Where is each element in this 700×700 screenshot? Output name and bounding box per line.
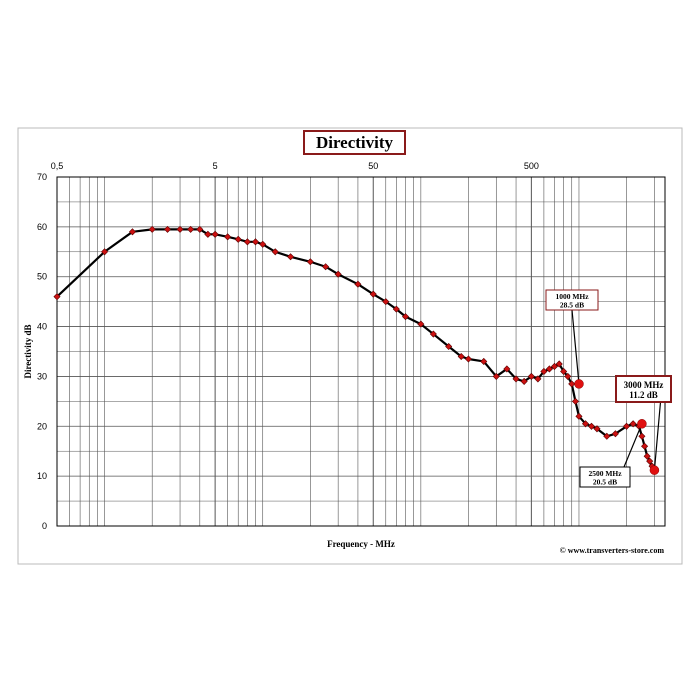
annotation-label-frequency: 2500 MHz bbox=[588, 469, 622, 478]
data-point bbox=[101, 248, 109, 256]
data-point bbox=[480, 357, 488, 366]
data-point bbox=[545, 365, 553, 373]
data-point bbox=[251, 238, 260, 246]
data-point bbox=[593, 425, 601, 433]
grid bbox=[56, 176, 665, 527]
data-point bbox=[429, 330, 437, 338]
y-tick-label: 60 bbox=[37, 222, 47, 232]
data-point bbox=[646, 457, 654, 465]
plot-border bbox=[56, 176, 666, 527]
chart-frame bbox=[17, 127, 683, 565]
x-axis-label: Frequency - MHz bbox=[327, 539, 395, 549]
data-point bbox=[382, 298, 390, 306]
data-point bbox=[234, 235, 242, 243]
data-point bbox=[555, 360, 563, 368]
data-point bbox=[581, 420, 590, 428]
annotation-leader bbox=[653, 401, 662, 471]
data-point bbox=[417, 320, 425, 328]
data-point bbox=[369, 290, 377, 298]
annotation-leader bbox=[571, 309, 580, 384]
data-point bbox=[287, 253, 295, 261]
data-point bbox=[603, 432, 611, 440]
data-point bbox=[148, 225, 156, 233]
annotation-box bbox=[579, 466, 631, 488]
data-point bbox=[520, 377, 528, 385]
data-point bbox=[176, 225, 184, 233]
data-point bbox=[163, 225, 172, 233]
data-point bbox=[224, 233, 232, 241]
data-point bbox=[564, 372, 572, 380]
directivity-line bbox=[56, 228, 656, 471]
data-point bbox=[128, 228, 136, 236]
annotation-label-frequency: 3000 MHz bbox=[624, 380, 664, 390]
data-point bbox=[445, 342, 453, 351]
data-point bbox=[271, 248, 279, 256]
credit-text: © www.transverters-store.com bbox=[560, 546, 665, 555]
data-point bbox=[643, 452, 651, 460]
annotation-label-value: 20.5 dB bbox=[593, 478, 617, 487]
x-tick-label: 0,5 bbox=[51, 161, 64, 171]
annotation-label-value: 28.5 dB bbox=[560, 301, 584, 310]
y-tick-label: 30 bbox=[37, 371, 47, 381]
x-tick-label: 50 bbox=[368, 161, 378, 171]
data-point bbox=[492, 372, 500, 380]
y-tick-label: 20 bbox=[37, 421, 47, 431]
data-point bbox=[306, 258, 314, 266]
annotation-label-value: 11.2 dB bbox=[629, 390, 658, 400]
data-point bbox=[401, 313, 410, 321]
data-point bbox=[211, 230, 219, 238]
data-point bbox=[638, 432, 646, 440]
y-tick-label: 50 bbox=[37, 272, 47, 282]
data-point bbox=[512, 375, 520, 383]
data-point bbox=[550, 362, 559, 370]
y-tick-label: 40 bbox=[37, 322, 47, 332]
data-point bbox=[503, 365, 511, 373]
annotation-leader bbox=[623, 423, 643, 468]
data-point bbox=[334, 270, 342, 278]
data-point bbox=[571, 397, 579, 405]
data-point bbox=[534, 375, 542, 383]
data-point bbox=[187, 225, 195, 233]
data-point bbox=[322, 263, 330, 271]
annotation-label-frequency: 1000 MHz bbox=[555, 292, 589, 301]
data-point bbox=[629, 420, 637, 428]
y-tick-label: 0 bbox=[42, 521, 47, 531]
y-axis-label: Directivity dB bbox=[23, 324, 33, 378]
data-point bbox=[623, 422, 631, 430]
y-tick-label: 10 bbox=[37, 471, 47, 481]
annotation-point bbox=[637, 419, 647, 429]
annotation-point bbox=[574, 379, 584, 389]
x-tick-label: 500 bbox=[524, 161, 539, 171]
chart-title: Directivity bbox=[303, 130, 406, 155]
data-point bbox=[568, 380, 576, 388]
data-point bbox=[196, 225, 204, 233]
y-tick-label: 70 bbox=[37, 172, 47, 182]
data-point bbox=[457, 352, 465, 361]
data-point bbox=[587, 422, 596, 430]
data-point bbox=[641, 442, 649, 450]
data-point bbox=[464, 355, 472, 363]
data-point bbox=[560, 367, 568, 375]
data-point bbox=[354, 280, 362, 288]
data-point bbox=[204, 230, 212, 238]
annotation-box bbox=[615, 375, 672, 403]
data-point bbox=[527, 372, 535, 380]
data-point bbox=[611, 430, 619, 438]
annotation-point bbox=[649, 465, 660, 475]
x-tick-label: 5 bbox=[213, 161, 218, 171]
data-point bbox=[53, 293, 61, 301]
data-point bbox=[392, 305, 400, 313]
data-point bbox=[259, 240, 267, 248]
data-point bbox=[540, 367, 548, 375]
annotation-box bbox=[545, 289, 599, 311]
data-point bbox=[243, 238, 251, 246]
data-point bbox=[575, 412, 583, 420]
